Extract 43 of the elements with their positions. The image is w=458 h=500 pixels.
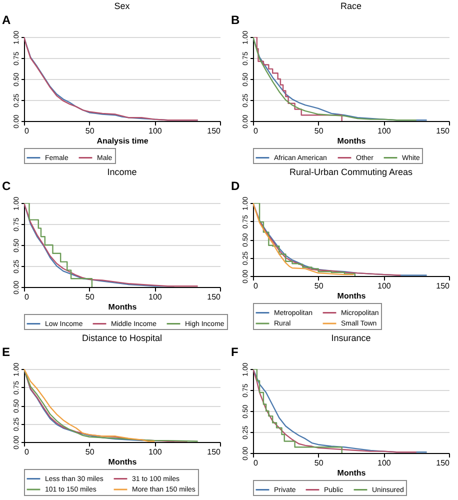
x-axis-title: Months (108, 458, 138, 466)
chart-title: Distance to Hospital (82, 333, 162, 343)
x-tick-label: 150 (436, 458, 450, 468)
x-tick-label: 0 (254, 282, 258, 290)
x-tick-label: 100 (148, 448, 162, 456)
x-tick-label: 100 (377, 126, 392, 136)
text: C (2, 179, 11, 193)
x-tick-label: 100 (148, 126, 162, 136)
x-tick-label: 150 (207, 126, 222, 136)
x-tick-label: 0 (254, 458, 258, 468)
x-tick-label: 50 (314, 282, 324, 290)
chart-title: Rural-Urban Commuting Areas (289, 167, 414, 177)
x-tick-label: 50 (314, 458, 324, 468)
x-tick-label: 100 (377, 282, 392, 290)
x-axis-title: Months (337, 136, 366, 146)
x-tick-label: 0 (24, 126, 30, 136)
x-tick-label: 100 (148, 292, 162, 302)
x-tick-label: 150 (436, 282, 450, 290)
x-axis-title: Months (337, 292, 366, 300)
x-tick-label: 150 (207, 448, 222, 456)
x-tick-label: 100 (377, 458, 392, 468)
text: E (2, 345, 10, 359)
x-axis-title: Months (337, 468, 366, 478)
x-axis-title: Analysis time (96, 136, 149, 146)
x-tick-label: 0 (254, 126, 258, 136)
chart-title: Income (107, 167, 137, 177)
x-tick-label: 150 (207, 292, 222, 302)
x-tick-label: 0 (24, 292, 30, 302)
x-axis-title: Months (108, 302, 138, 312)
x-tick-label: 50 (85, 448, 95, 456)
line-series (24, 37, 198, 121)
x-tick-label: 50 (85, 292, 95, 302)
text: D (231, 179, 240, 193)
chart-title: Sex (114, 1, 130, 11)
text: B (231, 13, 240, 27)
x-tick-label: 150 (436, 126, 450, 136)
x-tick-label: 50 (85, 126, 95, 136)
chart-title: Insurance (331, 333, 371, 343)
chart-title: Race (340, 1, 362, 11)
text: A (2, 13, 11, 27)
x-tick-label: 50 (314, 126, 324, 136)
x-tick-label: 0 (24, 448, 30, 456)
text: F (231, 345, 238, 359)
